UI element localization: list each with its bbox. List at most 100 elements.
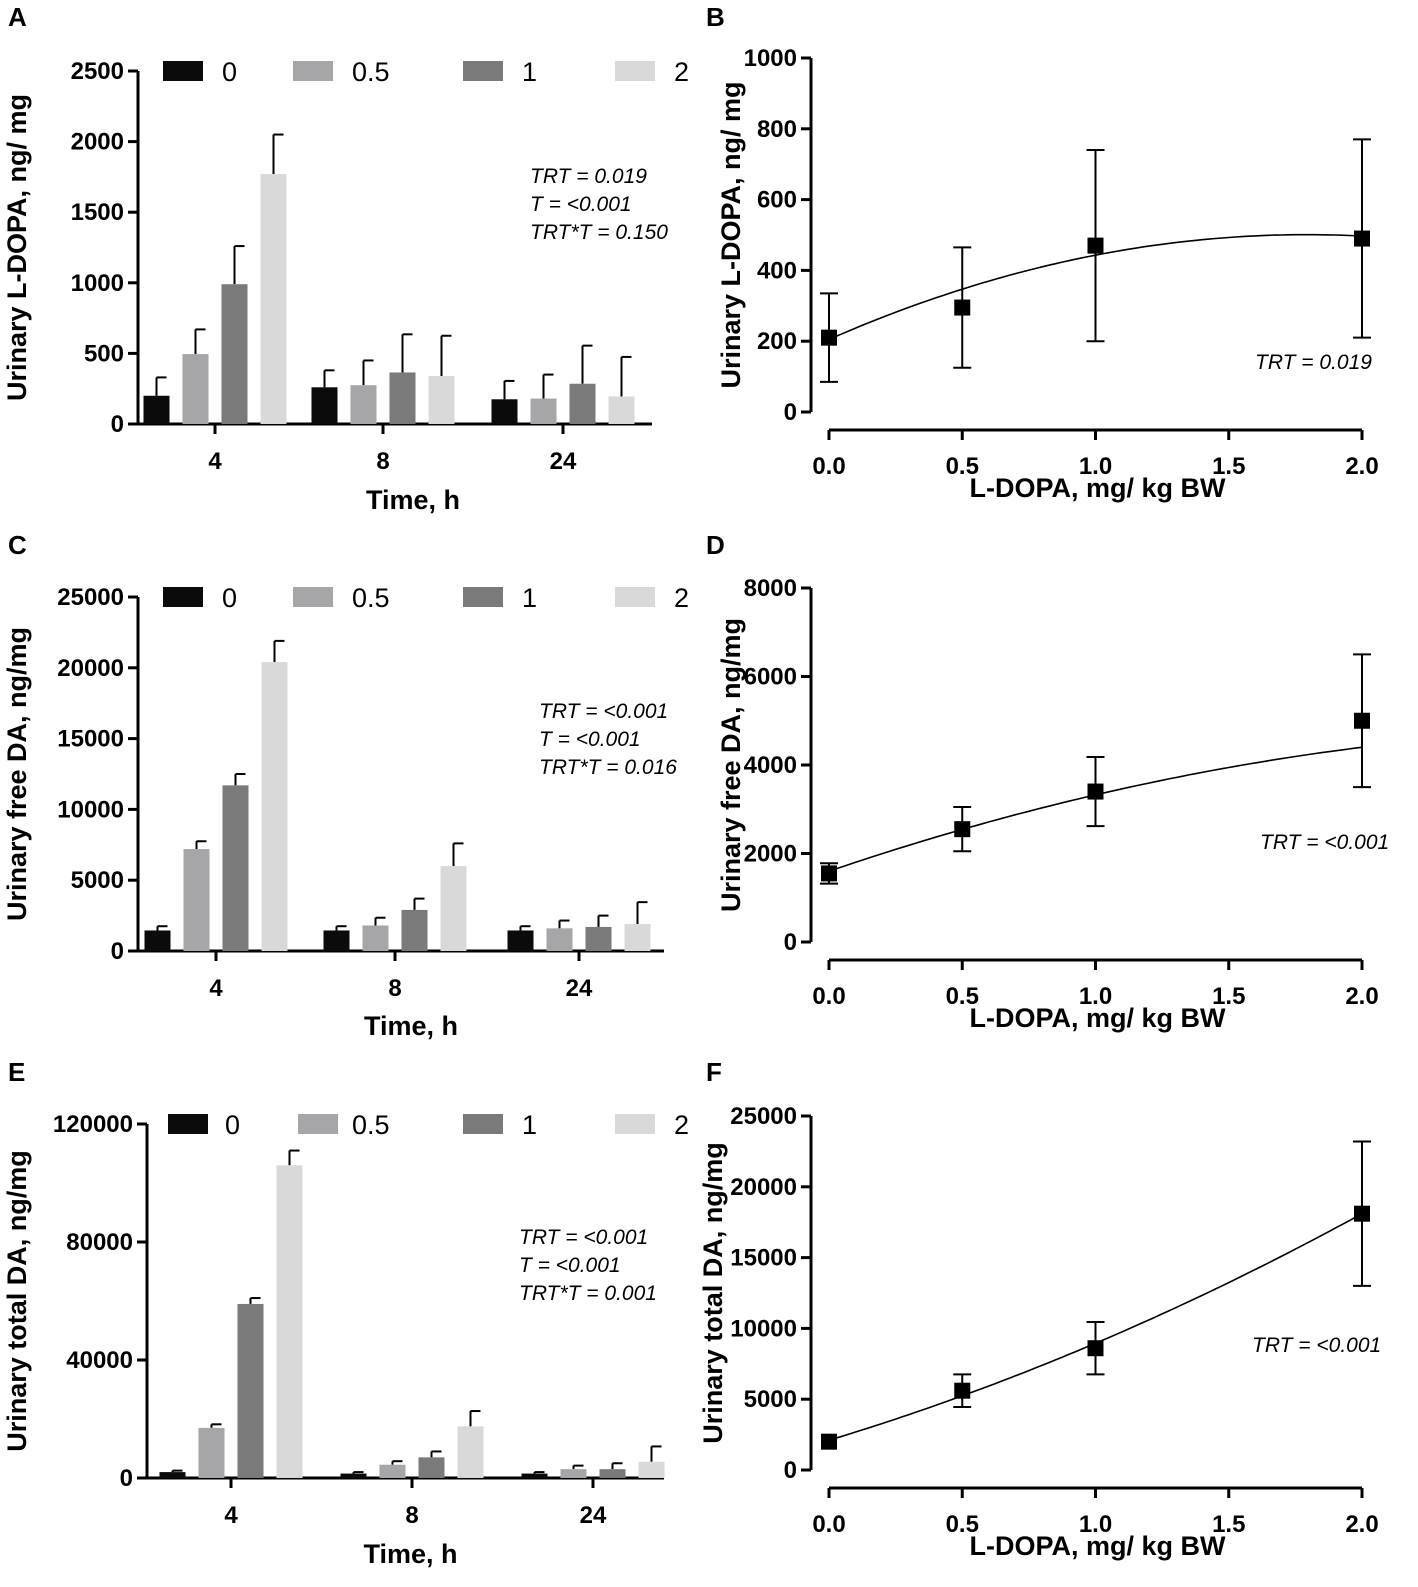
panel-f-y-tick-label-10000: 10000 bbox=[730, 1315, 797, 1342]
panel-c-y-tick-label-5000: 5000 bbox=[71, 867, 124, 894]
panel-d-y-tick-label-4000: 4000 bbox=[744, 752, 797, 779]
panel-c-y-tick-label-15000: 15000 bbox=[57, 726, 124, 753]
panel-d-stats-line-1: TRT = <0.001 bbox=[1260, 831, 1389, 854]
panel-c-bar-t4-dose-1 bbox=[222, 785, 249, 951]
panel-f-point-1p0 bbox=[1087, 1340, 1104, 1357]
panel-d-point-1p0 bbox=[1087, 783, 1104, 800]
panel-c-x-tick-label-4: 4 bbox=[209, 975, 223, 1002]
panel-e-stats-line-3: TRT*T = 0.001 bbox=[519, 1282, 657, 1305]
panel-a-bar-t4-dose-0p5 bbox=[182, 354, 209, 424]
panel-d-x-tick-label-1: 1.0 bbox=[1079, 983, 1112, 1010]
panel-e-bar-t4-dose-1 bbox=[237, 1303, 264, 1478]
panel-a-legend-label-1: 1 bbox=[522, 57, 537, 87]
panel-c-x-tick-label-8: 8 bbox=[388, 975, 401, 1002]
panel-a-bar-t4-dose-2 bbox=[260, 174, 287, 424]
panel-b: B 0 200 400 600 800 1000 0.0 0.5 1.0 1.5 2.0 TRT = 0… bbox=[706, 2, 1379, 503]
panel-b-x-tick-label-0: 0.0 bbox=[812, 453, 845, 480]
panel-b-point-1p0 bbox=[1087, 237, 1104, 254]
panel-b-y-tick-label-200: 200 bbox=[757, 328, 797, 355]
panel-c-y-tick-label-25000: 25000 bbox=[57, 584, 124, 611]
panel-b-x-tick-label-1: 1.0 bbox=[1079, 453, 1112, 480]
panel-e-bar-t24-dose-1 bbox=[599, 1469, 626, 1478]
panel-a-legend-swatch-0p5 bbox=[293, 61, 333, 81]
panel-f-letter: F bbox=[706, 1057, 722, 1087]
panel-c-bar-t8-dose-0p5 bbox=[362, 925, 389, 951]
panel-a-x-tick-label-8: 8 bbox=[376, 448, 389, 475]
panel-d-point-2p0 bbox=[1354, 712, 1370, 729]
panel-a-y-tick-label-500: 500 bbox=[84, 340, 124, 367]
panel-d-x-tick-label-0: 0.0 bbox=[812, 983, 845, 1010]
panel-a-stats-line-1: TRT = 0.019 bbox=[530, 165, 647, 188]
panel-c-stats-line-3: TRT*T = 0.016 bbox=[539, 756, 677, 779]
panel-f-x-tick-label-0p5: 0.5 bbox=[946, 1511, 979, 1538]
panel-d-y-tick-label-2000: 2000 bbox=[744, 841, 797, 868]
panel-c-letter: C bbox=[8, 530, 27, 560]
panel-a-legend-label-0p5: 0.5 bbox=[352, 57, 390, 87]
panel-a-x-tick-label-4: 4 bbox=[208, 448, 222, 475]
panel-e-legend-label-2: 2 bbox=[674, 1110, 689, 1140]
panel-b-point-2p0 bbox=[1354, 230, 1370, 247]
panel-e-bar-t24-dose-0 bbox=[521, 1473, 548, 1478]
panel-c-bar-t24-dose-2 bbox=[624, 924, 651, 951]
panel-a-bar-t24-dose-2 bbox=[608, 396, 635, 424]
panel-e-y-tick-label-0: 0 bbox=[120, 1465, 133, 1492]
panel-a-bar-t24-dose-1 bbox=[569, 383, 596, 424]
panel-a-stats-line-3: TRT*T = 0.150 bbox=[530, 221, 668, 244]
panel-e-legend-swatch-0 bbox=[168, 1114, 208, 1134]
panel-e-stats-line-1: TRT = <0.001 bbox=[519, 1226, 648, 1249]
panel-b-x-tick-label-0p5: 0.5 bbox=[946, 453, 979, 480]
panel-a-legend-swatch-2 bbox=[615, 61, 655, 81]
panel-e-y-axis-title: Urinary total DA, ng/mg bbox=[2, 1150, 32, 1452]
panel-c-legend-label-0: 0 bbox=[222, 583, 237, 613]
panel-c-x-tick-label-24: 24 bbox=[566, 975, 593, 1002]
panel-f-y-axis-title: Urinary total DA, ng/mg bbox=[698, 1142, 728, 1444]
panel-f-y-tick-label-15000: 15000 bbox=[730, 1245, 797, 1272]
panel-d-y-tick-label-0: 0 bbox=[784, 929, 797, 956]
panel-d-y-tick-label-8000: 8000 bbox=[744, 575, 797, 602]
panel-a-y-axis-title: Urinary L-DOPA, ng/ mg bbox=[2, 94, 32, 401]
panel-a-bar-t24-dose-0 bbox=[491, 399, 518, 424]
panel-a-legend-label-0: 0 bbox=[222, 57, 237, 87]
panel-c-legend-swatch-0 bbox=[163, 587, 203, 607]
panel-c-bar-t4-dose-0 bbox=[144, 930, 171, 951]
panel-c-y-tick-label-0: 0 bbox=[111, 938, 124, 965]
panel-a-stats-line-2: T = <0.001 bbox=[530, 193, 632, 216]
panel-b-x-axis-title: L-DOPA, mg/ kg BW bbox=[970, 473, 1227, 503]
panel-a-x-axis-title: Time, h bbox=[366, 485, 460, 515]
panel-f-y-tick-label-25000: 25000 bbox=[730, 1103, 797, 1130]
panel-a-y-tick-label-2000: 2000 bbox=[71, 129, 124, 156]
panel-c-y-axis-title: Urinary free DA, ng/mg bbox=[2, 627, 32, 921]
panel-a-bar-t8-dose-2 bbox=[428, 375, 455, 424]
panel-b-y-tick-label-0: 0 bbox=[784, 399, 797, 426]
panel-e-bar-t8-dose-0 bbox=[340, 1473, 367, 1478]
panel-a-letter: A bbox=[8, 2, 27, 32]
panel-e-y-tick-label-120000: 120000 bbox=[53, 1111, 133, 1138]
panel-c-legend-label-1: 1 bbox=[522, 583, 537, 613]
panel-e-bar-t24-dose-2 bbox=[638, 1461, 665, 1478]
panel-a-bar-t8-dose-1 bbox=[389, 372, 416, 424]
panel-c-bar-t24-dose-0 bbox=[507, 930, 534, 951]
panel-f-x-tick-label-0: 0.0 bbox=[812, 1511, 845, 1538]
panel-d-x-axis-title: L-DOPA, mg/ kg BW bbox=[970, 1003, 1227, 1033]
panel-c-bar-t8-dose-1 bbox=[401, 909, 428, 951]
panel-f-point-0p5 bbox=[954, 1382, 971, 1399]
panel-e-legend-swatch-0p5 bbox=[298, 1114, 338, 1134]
panel-c-legend-label-2: 2 bbox=[674, 583, 689, 613]
panel-c-stats-line-1: TRT = <0.001 bbox=[539, 700, 668, 723]
panel-e-y-tick-label-40000: 40000 bbox=[66, 1347, 133, 1374]
panel-f-x-axis-title: L-DOPA, mg/ kg BW bbox=[970, 1531, 1227, 1561]
panel-b-x-tick-label-1p5: 1.5 bbox=[1212, 453, 1245, 480]
panel-c-legend-swatch-2 bbox=[615, 587, 655, 607]
panel-d-x-tick-label-1p5: 1.5 bbox=[1212, 983, 1245, 1010]
panel-a-bar-t4-dose-1 bbox=[221, 284, 248, 424]
panel-f-x-tick-label-1p5: 1.5 bbox=[1212, 1511, 1245, 1538]
panel-b-y-tick-label-800: 800 bbox=[757, 116, 797, 143]
panel-b-y-tick-label-600: 600 bbox=[757, 187, 797, 214]
panel-d-y-axis-title: Urinary free DA, ng/mg bbox=[716, 618, 746, 912]
panel-a-y-tick-label-0: 0 bbox=[111, 411, 124, 438]
panel-b-letter: B bbox=[706, 2, 725, 32]
panel-a-bar-t8-dose-0 bbox=[311, 387, 338, 424]
panel-a-bar-t24-dose-0p5 bbox=[530, 398, 557, 424]
